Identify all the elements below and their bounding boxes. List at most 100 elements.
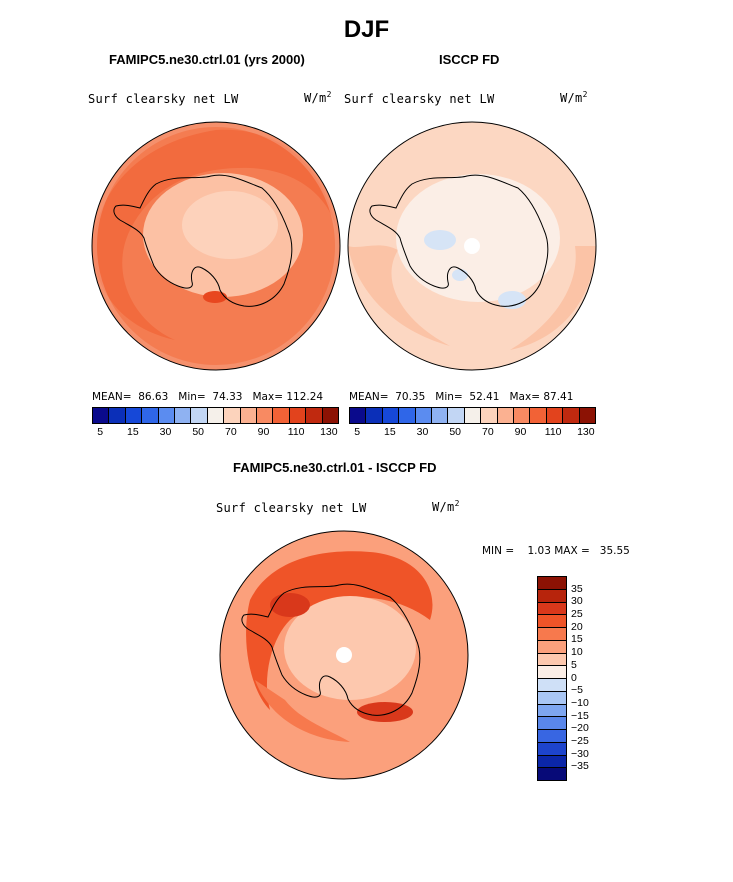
colorbar-tick-label: −5 xyxy=(571,684,583,697)
colorbar-tick-label: 70 xyxy=(224,426,237,438)
colorbar-swatch xyxy=(382,408,400,423)
colorbar-tick-label: 130 xyxy=(577,426,595,438)
colorbar-swatch xyxy=(538,602,566,616)
colorbar-tick-label: 5 xyxy=(354,426,361,438)
left-variable-label: Surf clearsky net LW xyxy=(88,92,239,106)
colorbar-swatch xyxy=(538,768,566,780)
colorbar-swatch xyxy=(142,408,159,423)
left-stats: MEAN= 86.63 Min= 74.33 Max= 112.24 xyxy=(92,391,324,403)
diff-panel-title: FAMIPC5.ne30.ctrl.01 - ISCCP FD xyxy=(233,460,437,475)
colorbar-swatch xyxy=(415,408,433,423)
colorbar-swatch xyxy=(125,408,143,423)
colorbar-swatch xyxy=(538,615,566,628)
colorbar-swatch xyxy=(289,408,307,423)
colorbar-tick-label: 30 xyxy=(416,426,429,438)
right-variable-label: Surf clearsky net LW xyxy=(344,92,495,106)
right-units-label: W/m2 xyxy=(560,90,588,105)
colorbar-swatch xyxy=(448,408,465,423)
colorbar-swatch xyxy=(464,408,482,423)
colorbar-tick-label: 10 xyxy=(571,646,583,659)
colorbar-swatch xyxy=(191,408,208,423)
colorbar-swatch xyxy=(158,408,176,423)
right-min: 52.41 xyxy=(469,391,500,403)
diff-units-label: W/m2 xyxy=(432,499,460,514)
colorbar-tick-label: 15 xyxy=(571,633,583,646)
left-units-label: W/m2 xyxy=(304,90,332,105)
colorbar-swatch xyxy=(399,408,416,423)
colorbar-swatch xyxy=(538,691,566,705)
left-min: 74.33 xyxy=(212,391,243,403)
right-stats: MEAN= 70.35 Min= 52.41 Max= 87.41 xyxy=(349,391,574,403)
colorbar-tick-label: 35 xyxy=(571,582,583,595)
colorbar-swatch xyxy=(530,408,547,423)
diff-minmax: MIN = 1.03 MAX = 35.55 xyxy=(482,545,630,557)
colorbar-tick-label: −35 xyxy=(571,760,589,773)
colorbar-swatch xyxy=(546,408,564,423)
colorbar-swatch xyxy=(175,408,192,423)
colorbar-swatch xyxy=(538,666,566,679)
colorbar-tick-label: 0 xyxy=(571,671,577,684)
colorbar-tick-label: 90 xyxy=(257,426,270,438)
figure-title: DJF xyxy=(343,16,390,43)
colorbar-swatch xyxy=(538,755,566,769)
diff-variable-label: Surf clearsky net LW xyxy=(216,501,367,515)
colorbar-swatch xyxy=(538,640,566,654)
left-map-border xyxy=(91,121,341,371)
right-colorbar xyxy=(349,407,596,424)
left-map xyxy=(92,122,340,370)
colorbar-tick-label: 90 xyxy=(514,426,527,438)
diff-map-border xyxy=(219,530,469,780)
colorbar-tick-label: 110 xyxy=(544,426,562,438)
colorbar-swatch xyxy=(322,408,339,423)
colorbar-tick-label: −30 xyxy=(571,747,589,760)
colorbar-swatch xyxy=(109,408,126,423)
diff-map xyxy=(220,531,468,779)
colorbar-tick-label: 50 xyxy=(192,426,204,438)
diff-colorbar xyxy=(537,576,567,781)
colorbar-tick-label: 15 xyxy=(383,426,396,438)
colorbar-tick-label: 20 xyxy=(571,620,583,633)
colorbar-swatch xyxy=(538,704,566,718)
colorbar-swatch xyxy=(514,408,531,423)
colorbar-swatch xyxy=(538,628,566,641)
colorbar-tick-label: −25 xyxy=(571,734,589,747)
right-map xyxy=(348,122,596,370)
left-panel-title: FAMIPC5.ne30.ctrl.01 (yrs 2000) xyxy=(109,52,305,67)
colorbar-tick-label: 15 xyxy=(126,426,139,438)
colorbar-swatch xyxy=(538,679,566,692)
colorbar-swatch xyxy=(538,653,566,667)
colorbar-swatch xyxy=(432,408,449,423)
colorbar-swatch xyxy=(579,408,596,423)
right-max: 87.41 xyxy=(543,391,574,403)
colorbar-swatch xyxy=(350,408,367,423)
left-max: 112.24 xyxy=(286,391,324,403)
right-mean: 70.35 xyxy=(395,391,426,403)
colorbar-swatch xyxy=(538,730,566,743)
right-panel-title: ISCCP FD xyxy=(439,52,500,67)
colorbar-swatch xyxy=(481,408,498,423)
colorbar-tick-label: 30 xyxy=(571,595,583,608)
colorbar-tick-label: 5 xyxy=(97,426,104,438)
colorbar-tick-label: 25 xyxy=(571,608,583,621)
colorbar-swatch xyxy=(257,408,274,423)
colorbar-swatch xyxy=(563,408,580,423)
left-colorbar xyxy=(92,407,339,424)
colorbar-swatch xyxy=(366,408,383,423)
right-map-border xyxy=(347,121,597,371)
colorbar-tick-label: 30 xyxy=(159,426,172,438)
colorbar-tick-label: −20 xyxy=(571,722,589,735)
colorbar-tick-label: 50 xyxy=(449,426,461,438)
colorbar-swatch xyxy=(240,408,258,423)
colorbar-swatch xyxy=(306,408,323,423)
colorbar-swatch xyxy=(538,589,566,603)
colorbar-tick-label: 110 xyxy=(287,426,305,438)
colorbar-swatch xyxy=(538,742,566,756)
colorbar-swatch xyxy=(224,408,241,423)
left-mean: 86.63 xyxy=(138,391,169,403)
colorbar-swatch xyxy=(273,408,290,423)
colorbar-swatch xyxy=(538,577,566,590)
colorbar-tick-label: 70 xyxy=(481,426,494,438)
colorbar-tick-label: 5 xyxy=(571,658,577,671)
colorbar-swatch xyxy=(207,408,225,423)
